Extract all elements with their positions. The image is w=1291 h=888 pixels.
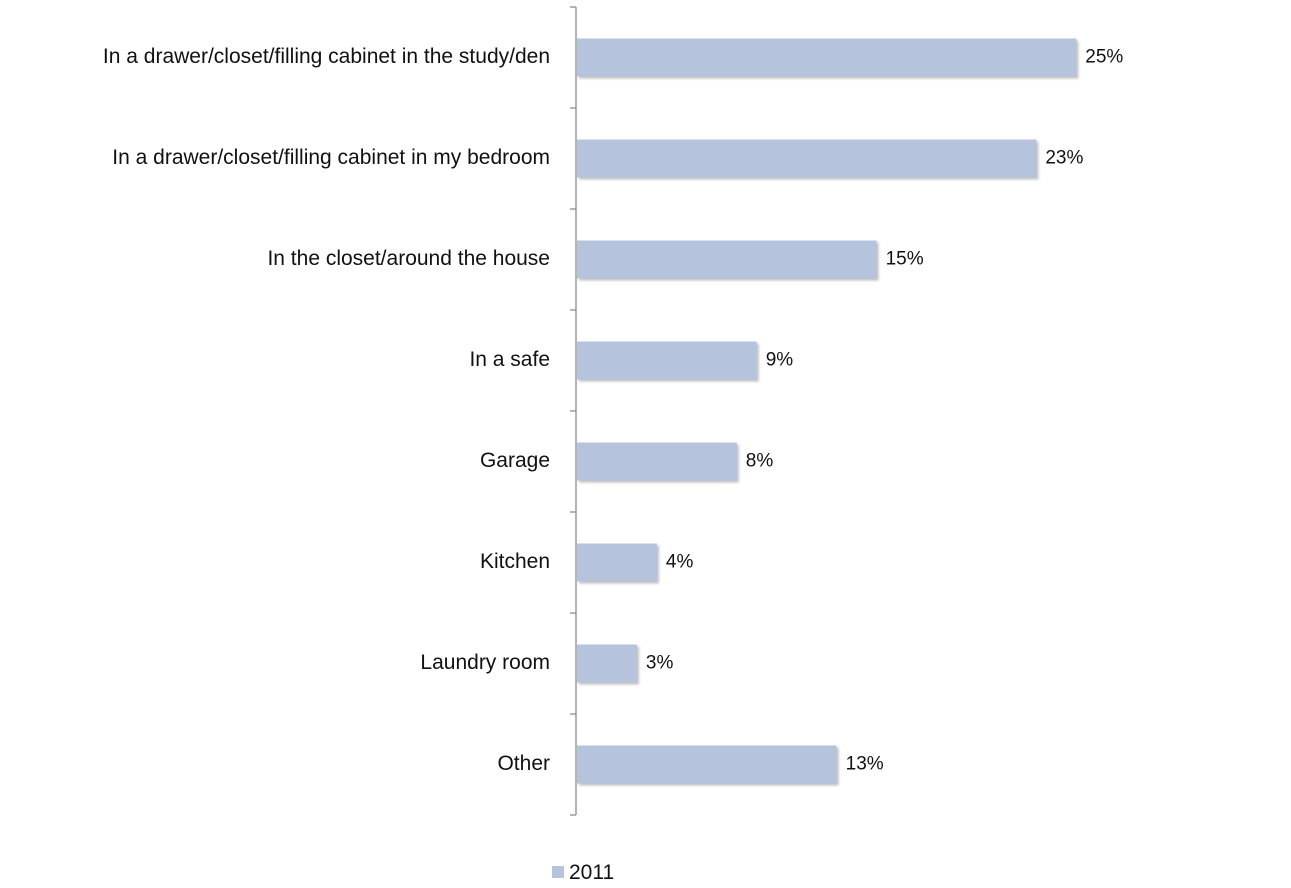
data-label: 13% (846, 754, 884, 775)
category-label: Kitchen (480, 550, 550, 573)
data-label: 9% (766, 350, 794, 371)
value-labels: 25% 23% 15% 9% 8% 4% 3% 13% (646, 47, 1124, 775)
bar (577, 745, 837, 784)
bar (577, 139, 1037, 178)
bar (577, 240, 877, 279)
data-label: 23% (1045, 148, 1083, 169)
data-label: 15% (886, 249, 924, 270)
category-axis (570, 6, 577, 816)
data-label: 8% (746, 451, 774, 472)
category-label: Laundry room (420, 651, 550, 674)
bar (577, 644, 637, 683)
category-label: Other (497, 752, 550, 775)
legend: 2011 (552, 861, 614, 884)
bar (577, 341, 757, 380)
legend-label-2011: 2011 (569, 861, 614, 884)
data-label: 4% (666, 552, 694, 573)
category-label: In the closet/around the house (267, 247, 550, 270)
legend-swatch-2011 (552, 866, 564, 878)
bar (577, 38, 1077, 77)
category-label: In a safe (469, 348, 550, 371)
category-labels: In a drawer/closet/filling cabinet in th… (103, 45, 550, 775)
bar (577, 442, 737, 481)
data-label: 3% (646, 653, 674, 674)
bar (577, 543, 657, 582)
category-label: Garage (480, 449, 550, 472)
category-label: In a drawer/closet/filling cabinet in my… (112, 146, 550, 169)
data-label: 25% (1085, 47, 1123, 68)
bars (577, 38, 1077, 784)
category-label: In a drawer/closet/filling cabinet in th… (103, 45, 550, 68)
